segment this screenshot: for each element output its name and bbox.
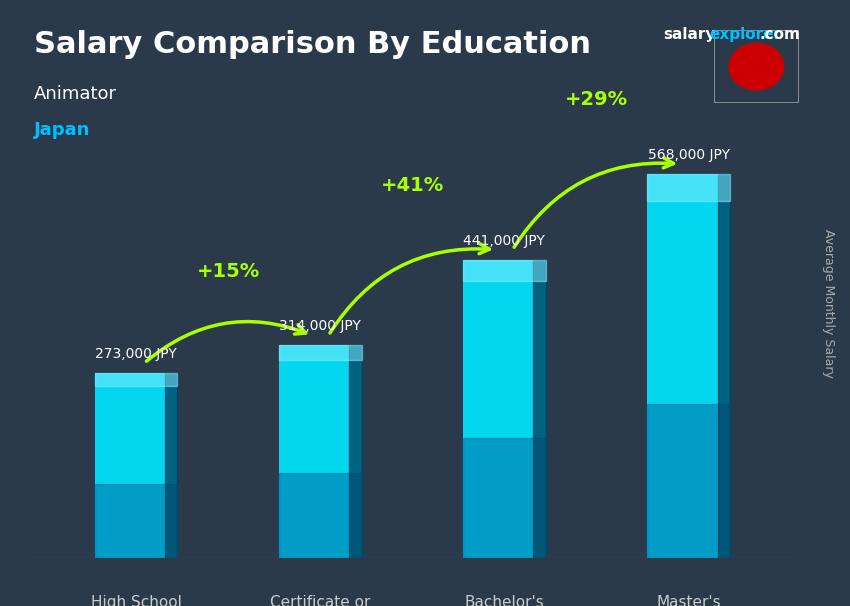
Bar [279,473,361,558]
Text: Bachelor's
Degree: Bachelor's Degree [464,594,544,606]
Bar [647,174,730,558]
Text: +41%: +41% [381,176,444,195]
Text: 441,000 JPY: 441,000 JPY [463,233,545,248]
Text: Average Monthly Salary: Average Monthly Salary [822,228,836,378]
Text: Animator: Animator [34,85,117,103]
FancyArrowPatch shape [146,322,306,361]
Text: explorer: explorer [710,27,782,42]
Text: Certificate or
Diploma: Certificate or Diploma [270,594,371,606]
Bar [717,174,730,558]
Bar [165,373,178,558]
Text: High School: High School [91,594,181,606]
Bar [463,260,546,281]
Text: 568,000 JPY: 568,000 JPY [648,148,729,162]
Text: +29%: +29% [565,90,628,109]
Bar [94,373,178,386]
Bar [463,260,546,558]
Bar [647,404,730,558]
Circle shape [729,44,784,90]
Bar [94,373,178,558]
Text: .com: .com [759,27,800,42]
Bar [94,484,178,558]
Text: Salary Comparison By Education: Salary Comparison By Education [34,30,591,59]
Text: Master's
Degree: Master's Degree [656,594,721,606]
Bar [279,345,361,361]
Text: Japan: Japan [34,121,90,139]
Bar [533,260,546,558]
Bar [463,438,546,558]
Text: 314,000 JPY: 314,000 JPY [280,319,361,333]
FancyArrowPatch shape [514,158,673,247]
FancyArrowPatch shape [330,244,490,333]
Bar [647,174,730,201]
Bar [349,345,361,558]
Text: +15%: +15% [196,262,260,281]
Text: 273,000 JPY: 273,000 JPY [95,347,177,361]
Text: salary: salary [663,27,716,42]
Bar [279,345,361,558]
